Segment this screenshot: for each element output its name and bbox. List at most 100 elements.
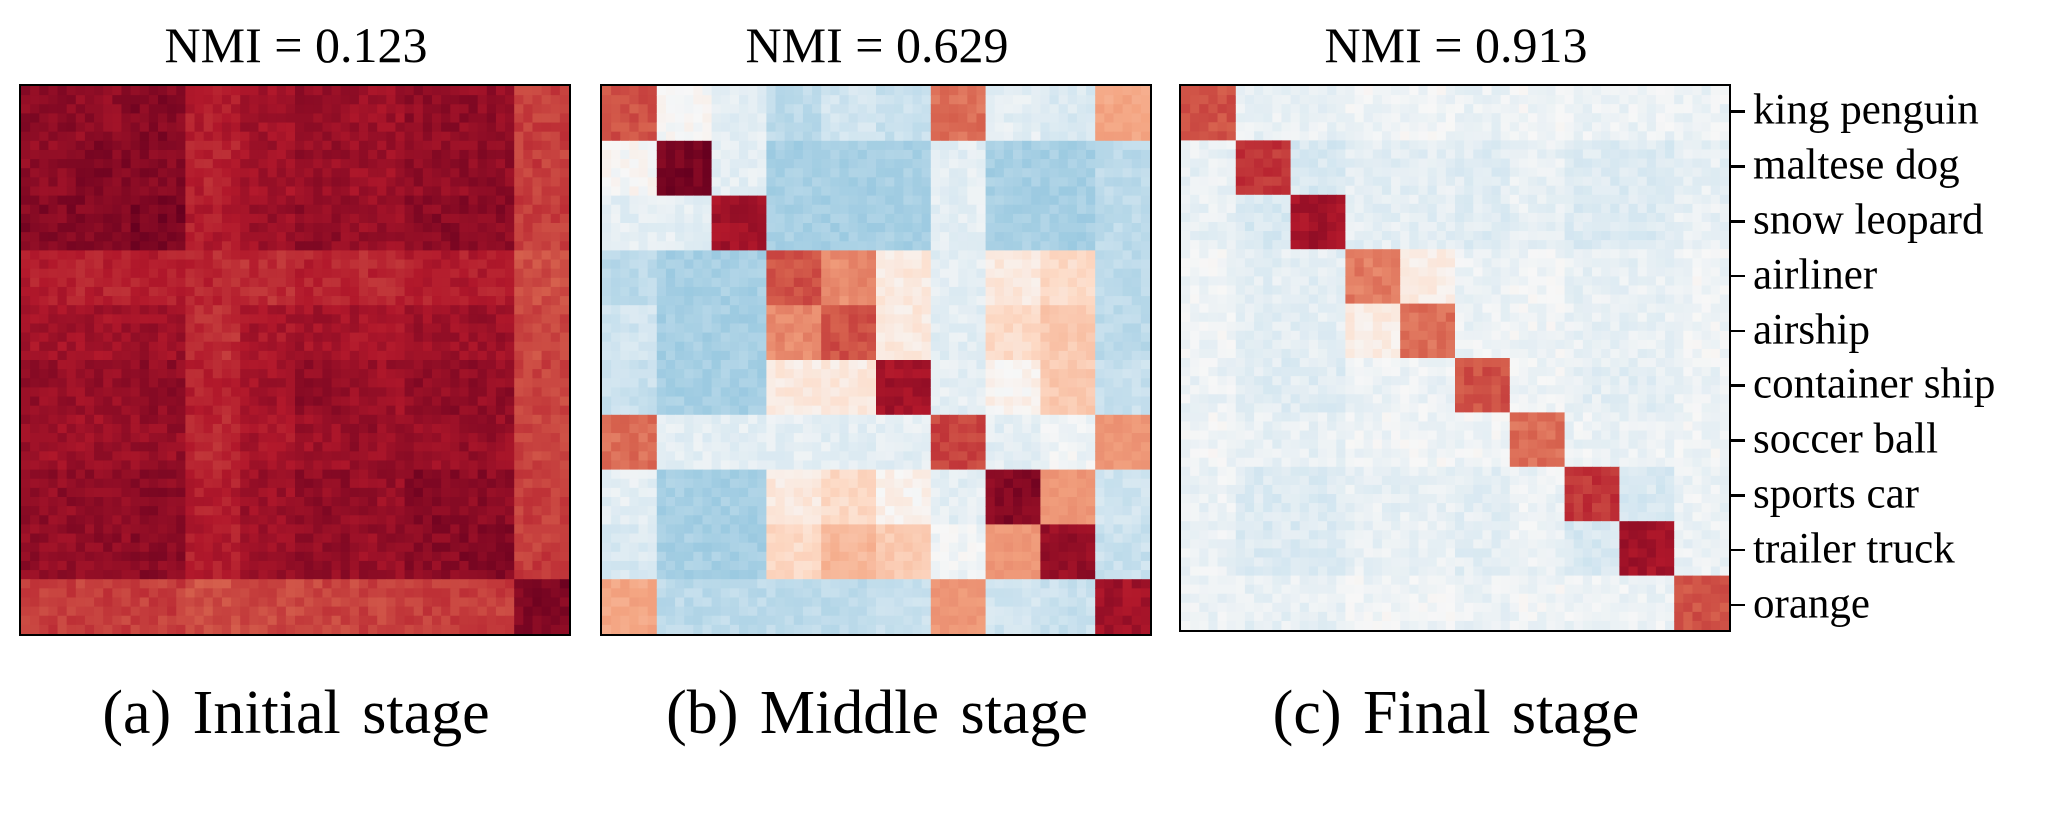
heatmap-pixel xyxy=(468,387,479,398)
heatmap-pixel xyxy=(313,542,323,553)
heatmap-cell xyxy=(21,305,77,361)
heatmap-pixel xyxy=(766,177,777,188)
heatmap-pixel xyxy=(450,186,460,197)
heatmap-pixel xyxy=(477,597,488,608)
heatmap-pixel xyxy=(675,149,685,160)
heatmap-pixel xyxy=(432,442,442,452)
heatmap-pixel xyxy=(784,95,795,105)
heatmap-pixel xyxy=(121,542,132,553)
heatmap-pixel xyxy=(839,204,850,215)
heatmap-pixel xyxy=(386,588,397,599)
heatmap-pixel xyxy=(793,286,804,297)
heatmap-pixel xyxy=(647,186,658,197)
heatmap-cell xyxy=(404,86,460,142)
heatmap-pixel xyxy=(967,149,978,160)
heatmap-pixel xyxy=(285,360,296,370)
heatmap-pixel xyxy=(432,259,442,270)
heatmap-pixel xyxy=(1131,204,1142,215)
heatmap-pixel xyxy=(468,232,479,242)
heatmap-pixel xyxy=(395,506,406,516)
heatmap-pixel xyxy=(185,378,196,388)
heatmap-pixel xyxy=(821,250,831,261)
heatmap-pixel xyxy=(139,615,150,626)
heatmap-pixel xyxy=(739,204,749,215)
heatmap-pixel xyxy=(541,314,552,325)
heatmap-pixel xyxy=(66,360,77,370)
heatmap-pixel xyxy=(158,487,168,498)
heatmap-pixel xyxy=(532,570,543,580)
heatmap-pixel xyxy=(495,497,506,507)
heatmap-pixel xyxy=(249,159,260,169)
heatmap-pixel xyxy=(665,149,676,160)
heatmap-pixel xyxy=(304,524,314,535)
heatmap-pixel xyxy=(748,159,758,169)
heatmap-pixel xyxy=(358,104,369,114)
heatmap-pixel xyxy=(432,232,442,242)
heatmap-pixel xyxy=(258,140,269,151)
heatmap-pixel xyxy=(368,232,378,242)
heatmap-cell xyxy=(930,140,987,197)
heatmap-pixel xyxy=(976,186,987,197)
heatmap-cell xyxy=(130,305,186,361)
heatmap-pixel xyxy=(477,223,488,233)
heatmap-pixel xyxy=(459,213,470,224)
heatmap-pixel xyxy=(103,241,113,251)
heatmap-pixel xyxy=(903,186,914,197)
heatmap-pixel xyxy=(322,442,333,452)
heatmap-pixel xyxy=(295,268,305,279)
heatmap-pixel xyxy=(185,478,196,489)
heatmap-pixel xyxy=(559,433,569,443)
heatmap-pixel xyxy=(276,341,287,352)
heatmap-pixel xyxy=(21,314,31,325)
heatmap-pixel xyxy=(1104,86,1115,96)
heatmap-pixel xyxy=(231,213,241,224)
heatmap-pixel xyxy=(258,296,269,306)
heatmap-pixel xyxy=(1049,232,1060,242)
heatmap-pixel xyxy=(729,104,740,114)
heatmap-pixel xyxy=(505,314,515,325)
heatmap-pixel xyxy=(21,360,31,370)
heatmap-pixel xyxy=(57,296,68,306)
heatmap-pixel xyxy=(748,131,758,142)
heatmap-pixel xyxy=(514,515,524,525)
heatmap-pixel xyxy=(75,177,86,188)
heatmap-pixel xyxy=(1022,223,1032,233)
heatmap-pixel xyxy=(441,378,451,388)
heatmap-pixel xyxy=(368,341,378,352)
heatmap-pixel xyxy=(66,524,77,535)
heatmap-pixel xyxy=(276,204,287,215)
heatmap-pixel xyxy=(675,168,685,178)
heatmap-pixel xyxy=(541,615,552,626)
heatmap-pixel xyxy=(693,195,704,206)
heatmap-pixel xyxy=(212,268,223,279)
heatmap-pixel xyxy=(167,86,177,96)
heatmap-pixel xyxy=(139,314,150,325)
heatmap-pixel xyxy=(532,213,543,224)
heatmap-pixel xyxy=(693,177,704,188)
heatmap-pixel xyxy=(486,241,497,251)
heatmap-pixel xyxy=(939,131,950,142)
heatmap-cell xyxy=(185,414,241,471)
heatmap-pixel xyxy=(1140,195,1150,206)
heatmap-pixel xyxy=(285,149,296,160)
heatmap-pixel xyxy=(1122,232,1133,242)
heatmap-pixel xyxy=(358,250,369,261)
heatmap-pixel xyxy=(139,423,150,434)
heatmap-pixel xyxy=(702,213,713,224)
heatmap-pixel xyxy=(130,341,141,352)
heatmap-pixel xyxy=(368,387,378,398)
heatmap-pixel xyxy=(532,378,543,388)
heatmap-pixel xyxy=(684,223,694,233)
heatmap-pixel xyxy=(930,168,941,178)
heatmap-pixel xyxy=(404,177,415,188)
heatmap-pixel xyxy=(404,332,415,343)
heatmap-pixel xyxy=(240,332,250,343)
heatmap-pixel xyxy=(413,277,424,288)
heatmap-pixel xyxy=(602,104,612,114)
heatmap-pixel xyxy=(368,350,378,361)
heatmap-pixel xyxy=(84,487,95,498)
heatmap-pixel xyxy=(295,414,305,425)
heatmap-pixel xyxy=(550,469,561,480)
heatmap-pixel xyxy=(912,86,923,96)
heatmap-pixel xyxy=(665,259,676,270)
